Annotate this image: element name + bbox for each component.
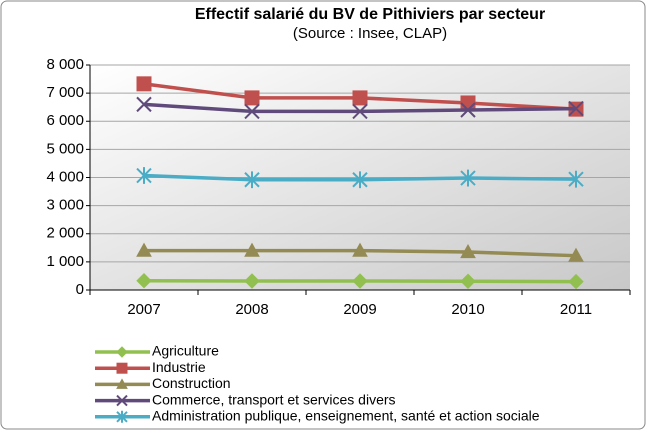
legend-label: Industrie [152,359,206,375]
chart-title: Effectif salarié du BV de Pithiviers par… [195,6,545,23]
marker [460,102,476,118]
marker [352,171,368,189]
legend-label: Construction [152,375,231,391]
y-tick-label: 4 000 [46,168,84,185]
marker [352,273,368,289]
x-tick-label: 2007 [127,301,160,318]
y-tick-label: 0 [76,281,84,298]
marker [244,103,260,120]
legend-label: Agriculture [152,343,219,359]
x-tick-label: 2010 [451,301,484,318]
y-tick-label: 6 000 [46,112,84,129]
x-tick-label: 2009 [343,301,376,318]
marker [116,346,128,358]
marker [116,378,128,389]
marker [244,242,260,257]
y-tick-label: 5 000 [46,140,84,157]
marker [568,273,584,290]
marker [244,273,260,289]
marker [460,95,476,111]
marker [460,273,476,289]
marker [116,362,128,374]
marker [568,247,584,262]
marker [568,100,584,117]
marker [116,394,128,407]
marker [136,167,152,184]
marker [136,242,152,257]
x-tick-label: 2011 [560,301,592,318]
marker [116,410,128,423]
marker [352,103,368,120]
marker [460,244,476,259]
marker [136,76,152,92]
legend-label: Administration publique, enseignement, s… [152,408,540,424]
y-tick-label: 7 000 [46,84,84,101]
legend-label: Commerce, transport et services divers [152,391,396,407]
marker [136,96,152,113]
marker [136,273,152,289]
marker [460,169,476,187]
chart-subtitle: (Source : Insee, CLAP) [293,25,447,42]
y-tick-label: 2 000 [46,225,84,242]
y-tick-label: 3 000 [46,197,84,214]
marker [244,171,260,189]
marker [352,242,368,257]
marker [568,170,584,188]
marker [352,90,368,106]
y-tick-label: 8 000 [46,56,84,73]
x-tick-label: 2008 [235,301,268,318]
y-tick-label: 1 000 [46,253,84,270]
marker [244,90,260,106]
